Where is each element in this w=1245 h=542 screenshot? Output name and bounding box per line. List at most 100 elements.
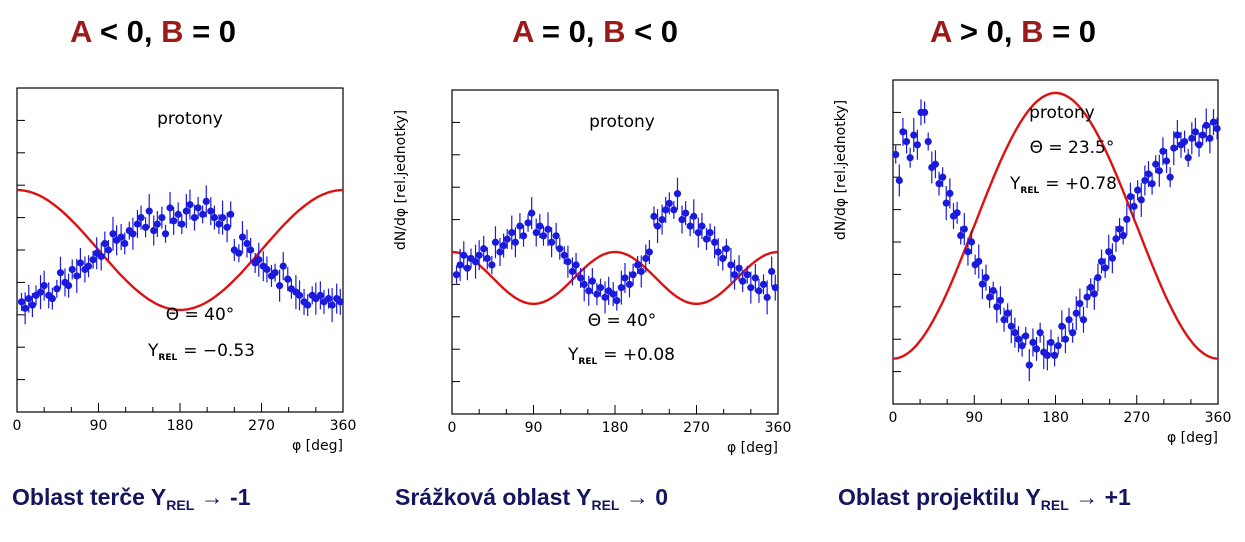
data-point (141, 223, 150, 231)
data-point (1166, 173, 1174, 181)
data-point (255, 256, 263, 264)
data-point (316, 291, 324, 299)
data-point (642, 254, 650, 263)
x-tick-label: 360 (765, 420, 792, 436)
data-point (190, 214, 199, 222)
data-point (895, 176, 903, 185)
fit-curve (17, 188, 343, 312)
data-point (324, 295, 333, 303)
data-point (145, 207, 153, 215)
data-point (336, 298, 344, 306)
data-point (263, 265, 271, 274)
data-point (150, 226, 158, 235)
data-point (690, 212, 698, 220)
data-point (1188, 134, 1196, 142)
data-point (519, 232, 528, 240)
data-point (133, 220, 142, 228)
caption-3-value: +1 (1104, 484, 1131, 510)
caption-2-text: Srážková oblast Y (395, 484, 592, 510)
data-point (694, 228, 702, 237)
data-point (1101, 264, 1109, 272)
data-point (194, 204, 202, 212)
data-point (1173, 131, 1181, 139)
data-point (1112, 235, 1120, 243)
x-tick-label: 270 (1123, 410, 1150, 426)
data-point (1007, 322, 1015, 330)
data-point (1022, 332, 1030, 340)
title-2-b: B (603, 14, 626, 49)
data-point (982, 274, 990, 282)
data-point (568, 267, 577, 276)
x-tick-label: 0 (448, 420, 457, 436)
x-axis-label: φ [deg] (727, 440, 778, 456)
chart-title: protony (589, 112, 655, 132)
y-axis-label: dN/dφ [rel.jednotky] (833, 100, 849, 240)
data-point (1011, 329, 1019, 337)
data-point (585, 287, 593, 295)
data-point (964, 248, 972, 256)
data-point (17, 298, 26, 306)
data-point (1170, 144, 1178, 152)
x-tick-label: 0 (889, 410, 898, 426)
data-point (1014, 335, 1023, 343)
data-point (295, 291, 304, 299)
data-point (939, 173, 947, 181)
data-point (104, 246, 113, 254)
data-point (609, 290, 617, 298)
data-point (109, 230, 117, 238)
x-tick-label: 90 (965, 410, 983, 426)
title-3-b: B (1021, 14, 1044, 49)
data-point (653, 222, 662, 230)
data-point (942, 199, 950, 207)
data-point (924, 137, 932, 146)
yrel-annotation: YREL = −0.53 (147, 341, 255, 363)
panel-title-2: A = 0, B < 0 (512, 14, 678, 50)
data-point (528, 209, 536, 217)
data-point (452, 271, 461, 279)
yrel-annotation: YREL = +0.08 (567, 345, 675, 367)
yrel-annotation: YREL = +0.78 (1009, 174, 1117, 196)
x-tick-label: 360 (330, 418, 357, 434)
data-point (1018, 342, 1026, 350)
data-point (1061, 335, 1070, 343)
data-point (975, 257, 983, 266)
data-point (202, 197, 210, 205)
x-tick-label: 180 (167, 418, 194, 434)
data-point (682, 209, 690, 217)
data-point (625, 280, 634, 288)
data-point (993, 303, 1001, 311)
data-point (1130, 202, 1138, 210)
data-point (902, 137, 911, 146)
panel-title-3: A > 0, B = 0 (930, 14, 1096, 50)
data-point (496, 248, 504, 256)
data-point (1072, 309, 1080, 317)
data-point (913, 141, 921, 149)
caption-3: Oblast projektilu YREL → +1 (838, 484, 1131, 513)
chart-panel-1: 0 90 180 270 360 φ [deg] protony Θ = 40° YREL = −… (13, 87, 357, 454)
x-tick-label: 360 (1205, 410, 1232, 426)
data-point (658, 216, 666, 224)
data-point (174, 210, 182, 218)
data-point (576, 274, 585, 282)
data-point (65, 282, 73, 290)
data-point (1083, 293, 1091, 301)
data-point (1094, 274, 1102, 282)
data-point (1144, 170, 1153, 178)
x-tick-label: 0 (13, 418, 22, 434)
data-point (328, 301, 336, 309)
data-point (1184, 154, 1192, 162)
data-point (1058, 322, 1066, 330)
data-point (137, 214, 145, 222)
data-point (637, 267, 645, 276)
data-point (539, 232, 548, 240)
data-point (1180, 137, 1189, 146)
data-point (706, 228, 714, 237)
data-point (755, 287, 763, 295)
chart-title: protony (157, 109, 223, 129)
data-point (1069, 329, 1077, 337)
data-point (1141, 176, 1149, 185)
data-point (702, 235, 711, 243)
data-point (596, 284, 605, 292)
data-point (552, 232, 560, 240)
data-point (40, 282, 48, 290)
